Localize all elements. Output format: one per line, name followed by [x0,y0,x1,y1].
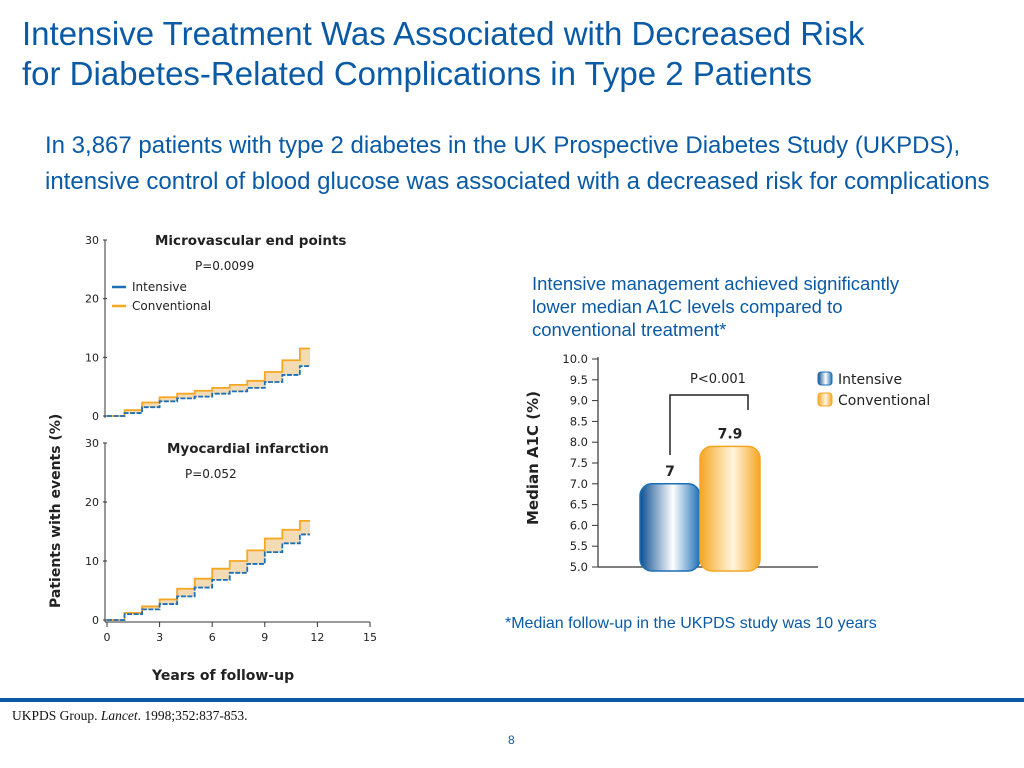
y-tick-label: 7.5 [570,456,588,470]
bar-intensive [639,483,701,572]
km-xlabel: Years of follow-up [151,668,294,684]
bar-series: 77.9 [639,426,761,572]
myocardial-panel: 0 10 20 30 0 3 6 9 12 15 Myocardial infarction P… [85,437,377,684]
km-ylabel: Patients with events (%) [48,414,64,608]
bar-p-value: P<0.001 [690,372,746,387]
bottom-chart-title: Myocardial infarction [167,441,329,457]
bar-value-label: 7.9 [718,426,743,442]
top-plot-area [107,347,310,417]
y-tick-label: 9.0 [570,394,588,408]
intensive-line [107,365,310,417]
page-number: 8 [508,733,515,747]
top-legend-intensive: Intensive [132,280,187,294]
bar-ylabel: Median A1C (%) [524,391,542,525]
y-tick-label: 30 [85,437,99,450]
legend-intensive: Intensive [838,372,902,388]
footnote: *Median follow-up in the UKPDS study was… [505,615,877,632]
difference-shading [107,520,310,620]
a1c-bar-chart: Median A1C (%) 5.0 5.5 6.0 6.5 7.0 7.5 8.0 8.5 9… [524,352,930,574]
bar-value-label: 7 [665,464,675,480]
y-tick-label: 20 [85,496,99,509]
significance-bracket [669,394,749,455]
legend-conventional: Conventional [838,393,930,409]
bottom-y-ticks: 0 10 20 30 [85,437,107,627]
y-tick-label: 5.0 [570,560,588,574]
title-line-1: Intensive Treatment Was Associated with … [22,15,865,52]
y-tick-label: 0 [92,410,99,423]
legend-intensive-swatch [817,371,833,386]
y-tick-label: 10.0 [562,352,588,366]
footer-divider [0,698,1024,702]
slide-subtitle: In 3,867 patients with type 2 diabetes i… [45,132,990,195]
bar-conventional [699,445,761,572]
bottom-plot-area [107,519,310,621]
x-tick-label: 15 [363,631,377,644]
x-tick-label: 0 [104,631,111,644]
citation-journal: Lancet [100,708,138,723]
y-tick-label: 5.5 [570,539,588,553]
legend-conventional-swatch [817,392,833,407]
x-tick-label: 9 [261,631,268,644]
y-tick-label: 0 [92,614,99,627]
bottom-x-ticks: 0 3 6 9 12 15 [104,622,377,644]
a1c-note: Intensive management achieved significan… [532,273,900,340]
bar-y-ticks: 5.0 5.5 6.0 6.5 7.0 7.5 8.0 8.5 9.0 9.5 10.0 [562,352,598,574]
y-tick-label: 30 [85,234,99,247]
top-p-value: P=0.0099 [195,259,254,273]
y-tick-label: 9.5 [570,373,588,387]
citation-suffix: . 1998;352:837-853. [137,708,248,723]
y-tick-label: 6.5 [570,498,588,512]
x-tick-label: 3 [156,631,163,644]
y-tick-label: 10 [85,351,99,364]
citation-prefix: UKPDS Group. [12,708,101,723]
intensive-line [107,533,310,621]
top-chart-title: Microvascular end points [155,233,346,249]
y-tick-label: 7.0 [570,477,588,491]
citation: UKPDS Group. Lancet. 1998;352:837-853. [12,708,248,724]
y-tick-label: 8.0 [570,435,588,449]
y-tick-label: 10 [85,555,99,568]
y-tick-label: 6.0 [570,518,588,532]
y-tick-label: 20 [85,293,99,306]
microvascular-panel: 0 10 20 30 Microvascular end points P=0.009… [85,233,346,423]
top-y-ticks: 0 10 20 30 [85,234,107,423]
slide-title: Intensive Treatment Was Associated with … [22,14,1012,94]
x-tick-label: 6 [209,631,216,644]
title-line-2: for Diabetes-Related Complications in Ty… [22,55,812,92]
top-legend-conventional: Conventional [132,299,211,313]
x-tick-label: 12 [310,631,324,644]
y-tick-label: 8.5 [570,414,588,428]
conventional-line [107,519,310,621]
bottom-p-value: P=0.052 [185,467,237,481]
